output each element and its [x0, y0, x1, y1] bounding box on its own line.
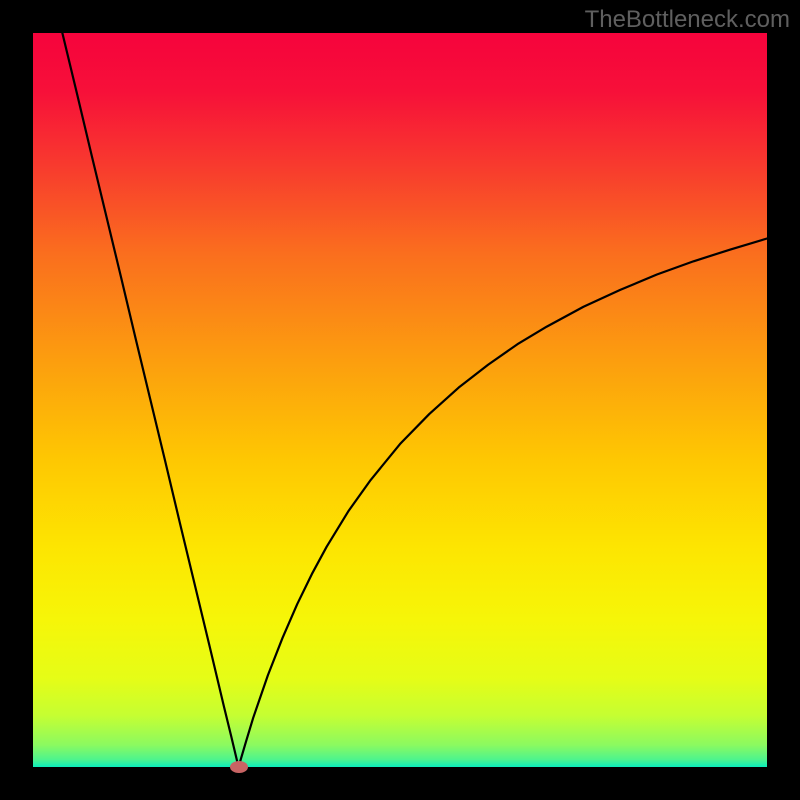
watermark-text: TheBottleneck.com	[585, 6, 790, 34]
minimum-marker	[230, 761, 248, 773]
chart-outer-frame: TheBottleneck.com	[0, 0, 800, 800]
plot-area	[33, 33, 767, 767]
bottleneck-curve-svg	[33, 33, 767, 767]
gradient-background	[33, 33, 767, 767]
